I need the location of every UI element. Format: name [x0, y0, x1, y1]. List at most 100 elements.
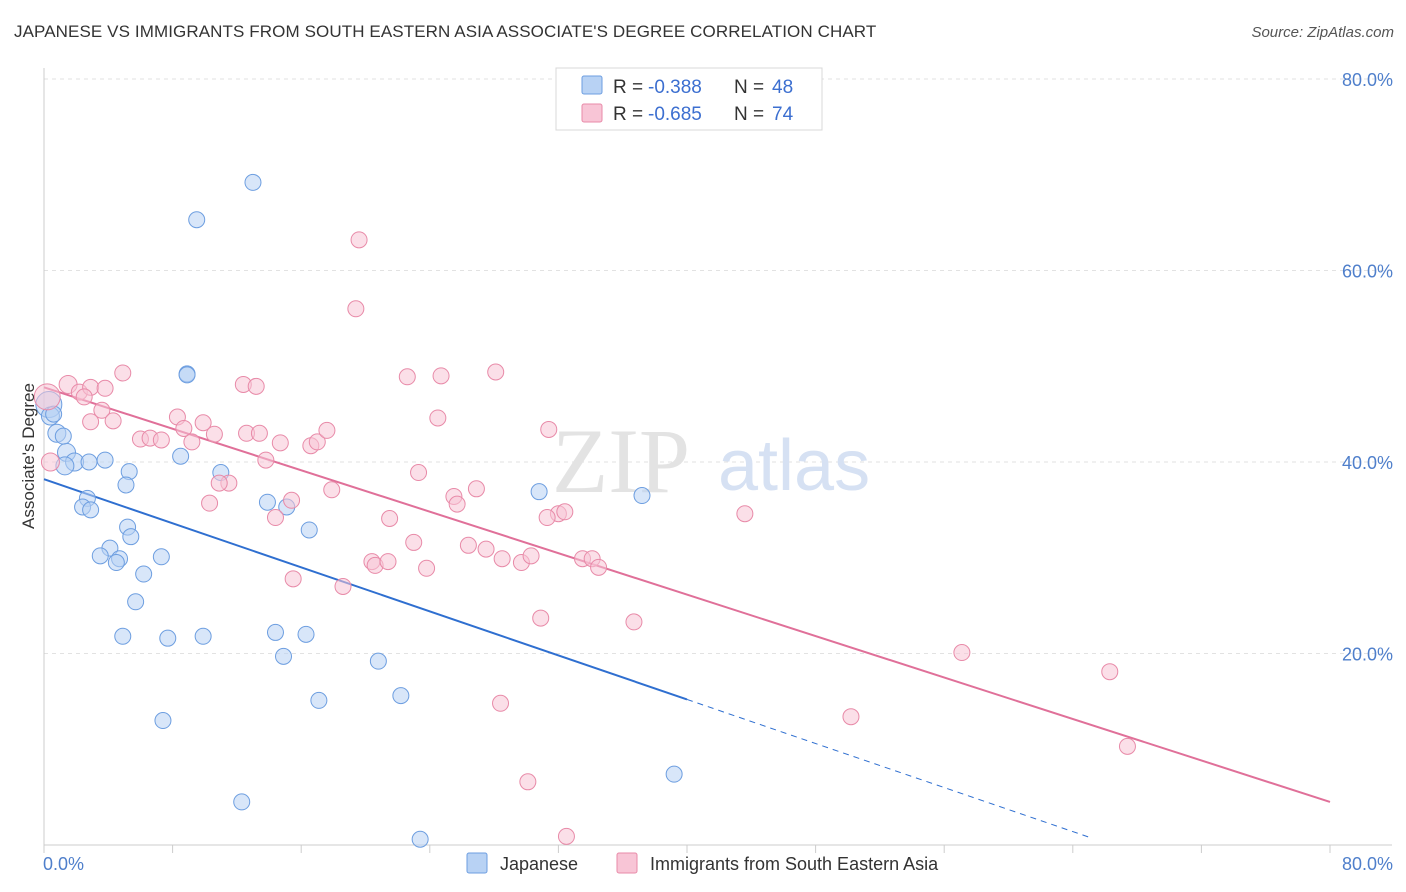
point-immigrants-28: [284, 570, 302, 588]
tick-labels: 20.0% 40.0% 60.0% 80.0% 0.0% 80.0%: [43, 70, 1393, 874]
point-japanese-31: [114, 627, 132, 645]
legend-n-value-japanese: 48: [772, 77, 793, 98]
point-japanese-43: [233, 793, 251, 811]
point-japanese-34: [266, 623, 284, 641]
point-immigrants-48: [459, 536, 477, 554]
point-immigrants-65: [492, 694, 510, 712]
point-immigrants-1: [40, 452, 60, 472]
point-japanese-38: [154, 712, 172, 730]
point-immigrants-62: [519, 773, 537, 791]
point-japanese-44: [411, 830, 429, 848]
data-points: [33, 173, 1136, 848]
point-immigrants-52: [493, 550, 511, 568]
point-immigrants-10: [104, 412, 122, 430]
chart-title: JAPANESE VS IMMIGRANTS FROM SOUTH EASTER…: [14, 22, 877, 41]
point-japanese-39: [310, 691, 328, 709]
point-immigrants-71: [1118, 737, 1136, 755]
point-immigrants-45: [432, 367, 450, 385]
point-immigrants-30: [308, 433, 326, 451]
point-japanese-7: [96, 451, 114, 469]
point-japanese-10: [82, 501, 100, 519]
legend-r-label-immigrants: R =: [613, 104, 643, 125]
point-immigrants-39: [381, 509, 399, 527]
point-immigrants-70: [1101, 663, 1119, 681]
point-japanese-16: [178, 366, 196, 384]
bottom-legend: Japanese Immigrants from South Eastern A…: [466, 852, 939, 874]
bottom-legend-label-japanese: Japanese: [500, 854, 578, 874]
point-immigrants-51: [487, 363, 505, 381]
point-immigrants-54: [522, 547, 540, 565]
point-japanese-37: [369, 652, 387, 670]
point-japanese-30: [127, 593, 145, 611]
trend-line-japanese: [43, 478, 688, 701]
point-immigrants-55: [532, 609, 550, 627]
point-japanese-18: [244, 173, 262, 191]
point-immigrants-6: [96, 379, 114, 397]
point-immigrants-27: [266, 509, 284, 527]
point-japanese-28: [152, 548, 170, 566]
y-tick-label-80: 80.0%: [1342, 70, 1393, 90]
legend-r-label-japanese: R =: [613, 77, 643, 98]
point-immigrants-66: [557, 827, 575, 845]
point-immigrants-50: [477, 540, 495, 558]
bottom-legend-label-immigrants: Immigrants from South Eastern Asia: [650, 854, 939, 874]
point-immigrants-64: [625, 613, 643, 631]
point-immigrants-20: [201, 494, 219, 512]
point-immigrants-31: [318, 421, 336, 439]
point-japanese-47: [54, 427, 72, 445]
point-immigrants-16: [183, 433, 201, 451]
point-immigrants-38: [379, 553, 397, 571]
watermark-atlas: atlas: [718, 426, 870, 506]
point-immigrants-44: [429, 409, 447, 427]
point-japanese-40: [392, 687, 410, 705]
grid-lines: [44, 78, 1392, 654]
legend-r-value-immigrants: -0.685: [648, 104, 702, 125]
point-japanese-12: [117, 476, 135, 494]
point-immigrants-13: [152, 431, 170, 449]
point-immigrants-61: [590, 558, 608, 576]
trend-line-japanese-extension: [686, 698, 1090, 838]
point-immigrants-58: [556, 503, 574, 521]
point-japanese-17: [188, 211, 206, 229]
x-tick-label-start: 0.0%: [43, 854, 84, 874]
y-tick-label-40: 40.0%: [1342, 453, 1393, 473]
point-immigrants-49: [467, 480, 485, 498]
top-legend: R = -0.388 N = 48 R = -0.685 N = 74: [555, 67, 823, 131]
point-immigrants-22: [247, 377, 265, 395]
point-japanese-41: [530, 483, 548, 501]
point-immigrants-43: [418, 559, 436, 577]
point-immigrants-25: [271, 434, 289, 452]
point-immigrants-35: [350, 231, 368, 249]
legend-r-value-japanese: -0.388: [648, 77, 702, 98]
point-immigrants-7: [114, 364, 132, 382]
point-immigrants-56: [540, 420, 558, 438]
point-japanese-35: [297, 625, 315, 643]
point-immigrants-0: [33, 383, 61, 411]
point-immigrants-34: [347, 300, 365, 318]
point-japanese-21: [300, 521, 318, 539]
point-immigrants-24: [257, 451, 275, 469]
point-immigrants-18: [205, 425, 223, 443]
point-immigrants-17: [194, 414, 212, 432]
legend-swatch-immigrants: [581, 103, 603, 123]
point-immigrants-9: [82, 413, 100, 431]
y-tick-label-20: 20.0%: [1342, 645, 1393, 665]
y-tick-label-60: 60.0%: [1342, 262, 1393, 282]
point-japanese-25: [91, 547, 109, 565]
point-japanese-33: [194, 627, 212, 645]
point-immigrants-72: [250, 424, 268, 442]
point-japanese-36: [275, 647, 293, 665]
legend-n-label-immigrants: N =: [734, 104, 764, 125]
point-japanese-42: [633, 487, 651, 505]
x-tick-label-end: 80.0%: [1342, 854, 1393, 874]
point-japanese-29: [135, 565, 153, 583]
point-japanese-45: [665, 765, 683, 783]
point-immigrants-40: [398, 368, 416, 386]
y-axis-title: Associate's Degree: [19, 383, 38, 529]
bottom-legend-swatch-japanese: [466, 852, 488, 874]
bottom-legend-swatch-immigrants: [616, 852, 638, 874]
point-japanese-6: [80, 453, 98, 471]
point-immigrants-47: [448, 495, 466, 513]
point-immigrants-68: [842, 708, 860, 726]
